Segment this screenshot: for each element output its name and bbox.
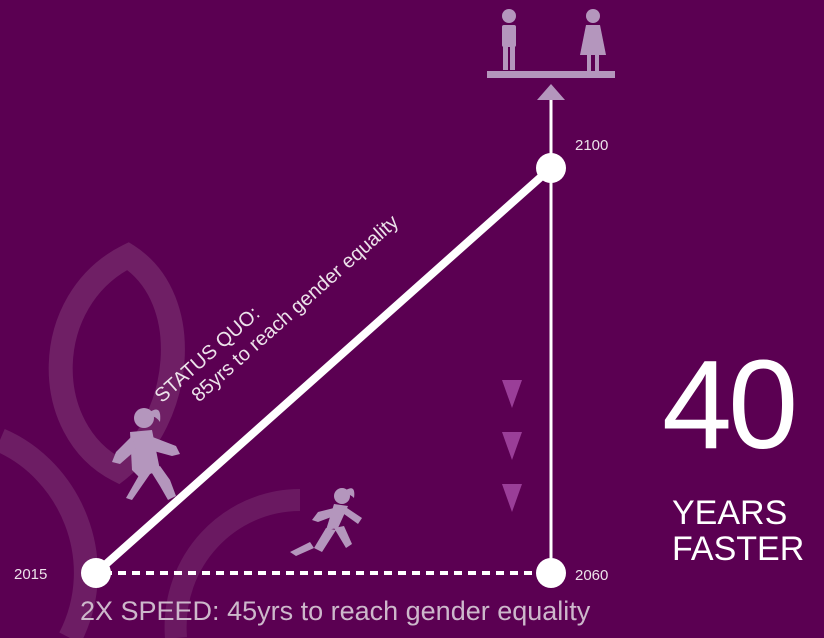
node-2060 [536,558,566,588]
node-2015 [81,558,111,588]
leaf-decoration [0,242,301,638]
year-label-2015: 2015 [14,566,48,583]
years-faster-number: 40 [662,334,798,475]
years-label: YEARS [672,494,788,532]
down-arrow-icon [502,484,522,512]
down-arrow-icon [502,380,522,408]
status-quo-line [92,164,555,577]
leaf-shape-lower-left [0,428,98,638]
year-label-2100: 2100 [575,137,609,154]
node-2100 [536,153,566,183]
running-woman-icon [290,488,362,556]
walking-woman-icon [112,408,180,500]
accelerated-caption: 2X SPEED: 45yrs to reach gender equality [80,596,591,626]
leaf-shape-lower-mid [164,489,301,638]
equality-scale-icon [487,9,615,100]
downward-arrows [502,380,522,512]
leaf-shape-large [48,242,185,485]
down-arrow-icon [502,432,522,460]
year-label-2060: 2060 [575,567,609,584]
faster-label: FASTER [672,530,805,568]
